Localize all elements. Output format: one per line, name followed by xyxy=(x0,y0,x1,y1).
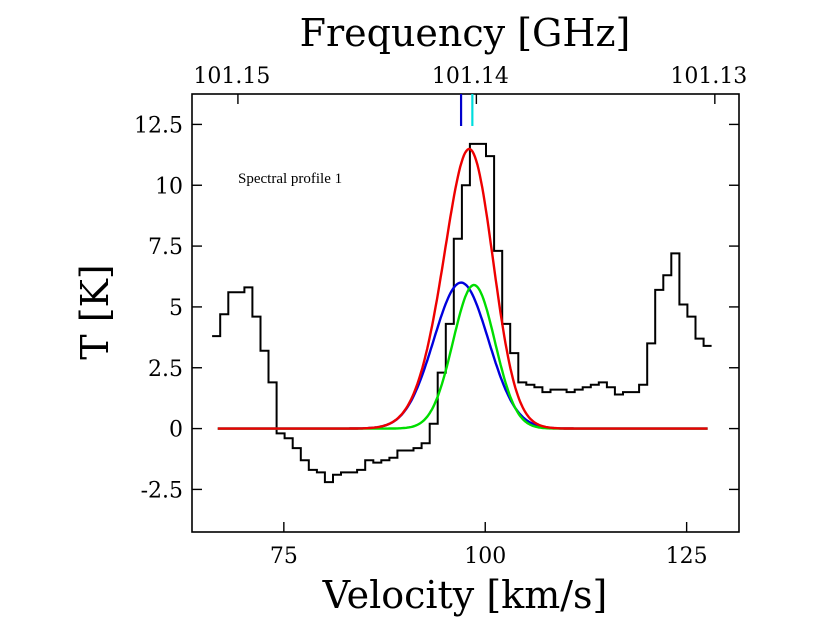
plot-frame xyxy=(191,93,740,533)
x-tick-label: 125 xyxy=(666,544,708,569)
x-tick-label: 75 xyxy=(270,544,298,569)
x-tick-label: 100 xyxy=(464,544,506,569)
y-tick-label: 10 xyxy=(155,174,183,199)
y-tick-label: 0 xyxy=(169,418,183,443)
y-tick-label: 2.5 xyxy=(148,357,183,382)
top-axis-title: Frequency [GHz] xyxy=(300,11,631,55)
combined-fit-line xyxy=(217,147,708,430)
top-tick-label: 101.14 xyxy=(432,64,509,89)
y-axis-title: T [K] xyxy=(73,264,117,359)
data-marks xyxy=(212,94,712,484)
x-axis-title: Velocity [km/s] xyxy=(322,573,608,617)
y-tick-label: 12.5 xyxy=(134,113,183,138)
y-tick-label: 7.5 xyxy=(148,235,183,260)
observed-spectrum-line xyxy=(212,142,712,484)
top-tick-label: 101.15 xyxy=(193,64,270,89)
axis-ticks: 75 100 125 -2.5 0 2.5 5 7.5 10 12.5 101.15 101.14 10… xyxy=(134,64,747,569)
gaussian-component-2-line xyxy=(217,283,708,430)
y-tick-label: 5 xyxy=(169,296,183,321)
spectral-profile-annotation: Spectral profile 1 xyxy=(238,171,342,187)
y-tick-label: -2.5 xyxy=(141,478,183,503)
top-tick-label: 101.13 xyxy=(670,64,747,89)
